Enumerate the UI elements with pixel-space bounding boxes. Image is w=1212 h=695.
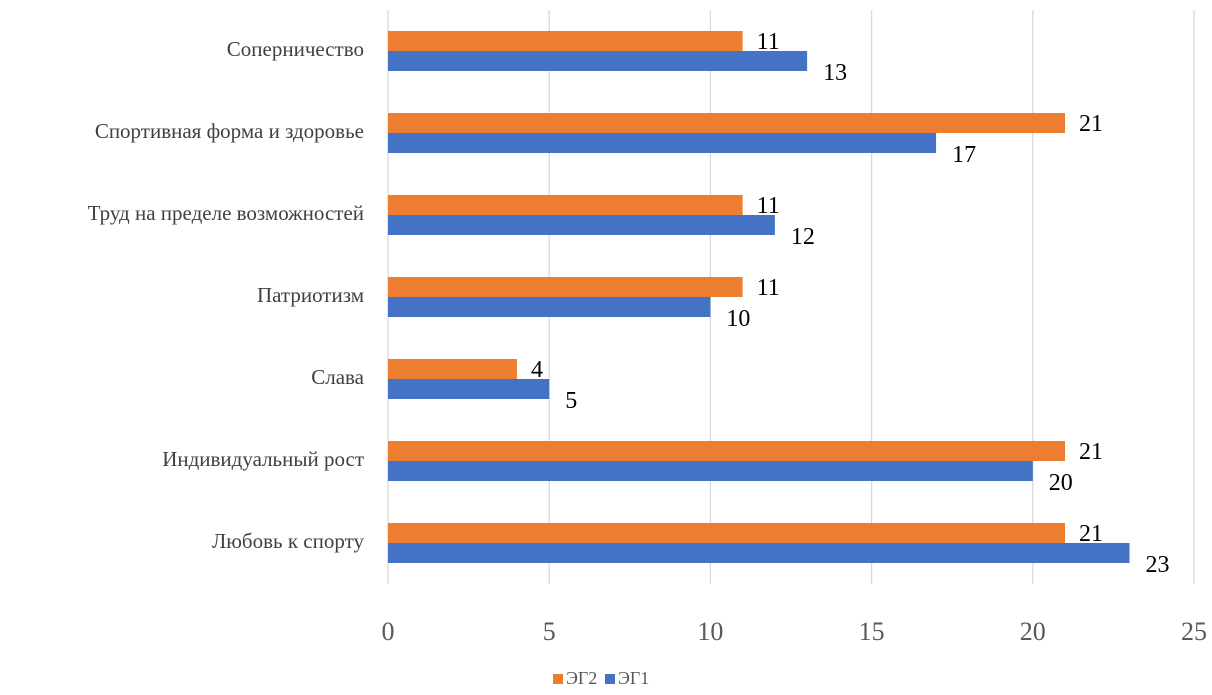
bar-eg2 bbox=[388, 31, 743, 51]
data-label: 20 bbox=[1049, 470, 1073, 496]
data-label: 5 bbox=[565, 388, 577, 414]
data-label: 11 bbox=[757, 193, 780, 219]
data-label: 21 bbox=[1079, 111, 1103, 137]
category-label: Труд на пределе возможностей bbox=[88, 201, 364, 225]
data-label: 11 bbox=[757, 275, 780, 301]
bar-eg1 bbox=[388, 297, 711, 317]
data-label: 12 bbox=[791, 224, 815, 250]
data-label: 21 bbox=[1079, 439, 1103, 465]
x-tick-label: 15 bbox=[859, 617, 885, 646]
legend-label: ЭГ1 bbox=[618, 668, 649, 688]
bar-eg2 bbox=[388, 195, 743, 215]
category-label: Слава bbox=[311, 365, 364, 389]
category-label: Любовь к спорту bbox=[212, 529, 364, 553]
data-label: 13 bbox=[823, 60, 847, 86]
bar-eg2 bbox=[388, 359, 517, 379]
category-label: Патриотизм bbox=[257, 283, 364, 307]
bar-eg1 bbox=[388, 133, 937, 153]
category-labels: Соперничество Спортивная форма и здоровье… bbox=[88, 37, 365, 553]
x-tick-label: 25 bbox=[1181, 617, 1207, 646]
category-label: Индивидуальный рост bbox=[162, 447, 364, 471]
category-label: Спортивная форма и здоровье bbox=[95, 119, 364, 143]
bar-eg2 bbox=[388, 277, 743, 297]
legend-swatch bbox=[605, 674, 615, 684]
bar-eg1 bbox=[388, 215, 775, 235]
x-axis-ticks: 0 5 10 15 20 25 bbox=[382, 617, 1208, 646]
category-label: Соперничество bbox=[227, 37, 364, 61]
data-label: 21 bbox=[1079, 521, 1103, 547]
legend-swatch bbox=[553, 674, 563, 684]
data-label: 17 bbox=[952, 142, 976, 168]
x-tick-label: 10 bbox=[697, 617, 723, 646]
bar-eg1 bbox=[388, 461, 1033, 481]
data-label: 10 bbox=[726, 306, 750, 332]
data-label: 23 bbox=[1146, 552, 1170, 578]
x-tick-label: 5 bbox=[543, 617, 556, 646]
legend-label: ЭГ2 bbox=[566, 668, 597, 688]
bar-eg2 bbox=[388, 523, 1066, 543]
legend: ЭГ2 ЭГ1 bbox=[553, 668, 649, 688]
bar-eg1 bbox=[388, 51, 808, 71]
x-tick-label: 20 bbox=[1020, 617, 1046, 646]
bar-eg2 bbox=[388, 113, 1066, 133]
bar-eg1 bbox=[388, 379, 550, 399]
data-label: 4 bbox=[531, 357, 543, 383]
data-label: 11 bbox=[757, 29, 780, 55]
bar-eg1 bbox=[388, 543, 1130, 563]
bars bbox=[388, 31, 1130, 563]
x-tick-label: 0 bbox=[382, 617, 395, 646]
bar-eg2 bbox=[388, 441, 1066, 461]
